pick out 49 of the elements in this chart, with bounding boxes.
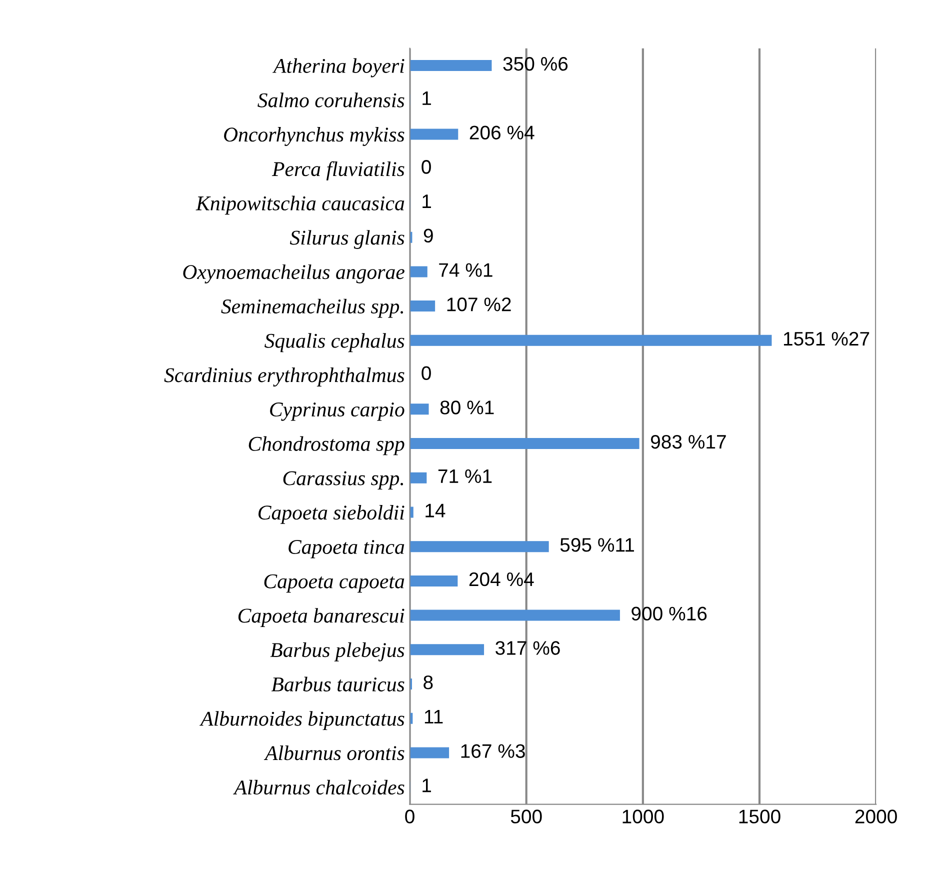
data-label: 11 (424, 710, 443, 724)
data-label: 0 (422, 366, 431, 380)
y-tick-label: Capoeta tinca (288, 540, 404, 558)
data-label: 1551 %27 (784, 332, 870, 346)
y-tick-label: Knipowitschia caucasica (196, 196, 404, 215)
data-label: 317 %6 (496, 641, 560, 655)
x-tick-label: 2000 (855, 810, 897, 824)
y-tick-label: Cyprinus carpio (270, 402, 404, 421)
data-label: 0 (422, 160, 431, 174)
y-tick-label: Oncorhynchus mykiss (224, 127, 404, 146)
data-label: 167 %3 (461, 744, 525, 758)
y-tick-label: Squalis cephalus (264, 333, 404, 352)
data-label: 1 (422, 778, 431, 792)
data-label: 80 %1 (440, 400, 494, 414)
data-label: 1 (422, 194, 431, 208)
y-tick-label: Oxynoemacheilus angorae (183, 264, 404, 284)
y-tick-label: Alburnoides bipunctatus (199, 711, 404, 730)
x-tick-label: 1500 (739, 810, 780, 824)
y-tick-label: Seminemacheilus spp. (221, 298, 404, 318)
data-label: 9 (424, 228, 433, 243)
data-label: 71 %1 (438, 469, 492, 483)
y-tick-label: Barbus tauricus (271, 676, 404, 692)
x-tick-label: 1000 (622, 810, 664, 824)
data-label: 206 %4 (470, 126, 534, 140)
data-label: 350 %6 (503, 56, 568, 71)
y-tick-label: Alburnus orontis (264, 746, 404, 760)
y-tick-label: Atherina boyeri (272, 58, 404, 78)
data-label: 983 %17 (650, 434, 726, 449)
data-label: 595 %11 (560, 538, 634, 552)
y-tick-label: Perca fluviatilis (272, 161, 404, 180)
data-label: 107 %2 (447, 298, 511, 312)
y-tick-label: Chondrostoma spp (248, 436, 404, 456)
x-tick-label: 0 (405, 810, 414, 824)
y-tick-label: Salmo coruhensis (258, 92, 404, 108)
x-tick-label: 500 (510, 810, 542, 824)
y-tick-label: Barbus plebejus (270, 642, 404, 662)
data-label: 14 (426, 504, 446, 518)
y-tick-label: Carassius spp. (283, 471, 404, 490)
y-tick-label: Silurus glanis (290, 230, 404, 249)
data-label: 1 (422, 92, 431, 105)
data-label: 900 %16 (632, 606, 707, 621)
y-tick-label: Alburnus chalcoides (233, 780, 404, 795)
y-tick-label: Capoeta capoeta (264, 574, 404, 593)
data-label: 8 (424, 675, 433, 690)
y-tick-label: Scardinius erythrophthalmus (164, 368, 404, 386)
data-label: 204 %4 (469, 572, 534, 586)
y-tick-label: Capoeta banarescui (238, 608, 404, 627)
data-label: 74 %1 (439, 263, 492, 277)
y-tick-label: Capoeta sieboldii (258, 504, 404, 524)
